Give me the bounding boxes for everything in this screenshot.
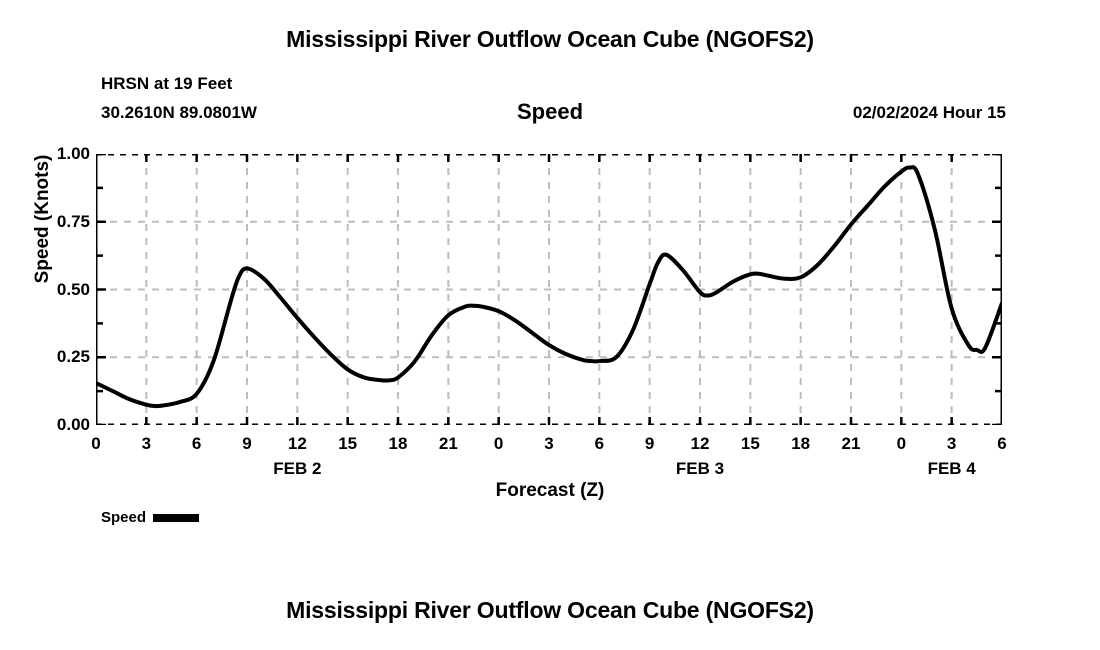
x-tick-label: 12 [287, 434, 307, 453]
y-tick-label: 0.25 [56, 347, 90, 367]
x-tick-label: 15 [740, 434, 760, 453]
x-tick-label: 0 [896, 434, 907, 453]
x-day-label: FEB 3 [675, 459, 725, 478]
x-tick-label: 21 [841, 434, 861, 453]
x-tick-label: 3 [544, 434, 554, 453]
y-tick-label: 1.00 [56, 144, 90, 163]
x-tick-label: 0 [91, 434, 101, 453]
chart-variable-title: Speed [516, 99, 584, 124]
page-title-top: Mississippi River Outflow Ocean Cube (NG… [286, 26, 814, 52]
legend-line-swatch [153, 513, 200, 522]
chart-legend: Speed [101, 509, 200, 526]
x-tick-label: 15 [338, 434, 358, 453]
x-tick-label: 3 [946, 434, 957, 453]
model-run-time-label: 02/02/2024 Hour 15 [852, 103, 1006, 122]
x-tick-label: 18 [388, 434, 408, 453]
plot-area [96, 154, 1002, 425]
legend-series-label: Speed [101, 509, 147, 526]
x-day-label: FEB 4 [927, 459, 976, 478]
x-tick-label: 9 [242, 434, 252, 453]
y-tick-label: 0.00 [56, 415, 90, 434]
station-depth-label: HRSN at 19 Feet [101, 74, 233, 93]
x-tick-label: 3 [141, 434, 152, 453]
y-tick-label: 0.50 [56, 279, 90, 299]
x-tick-label: 9 [644, 434, 655, 453]
station-coordinates-label: 30.2610N 89.0801W [101, 103, 257, 122]
x-day-label: FEB 2 [273, 459, 322, 478]
speed-line-chart [96, 154, 1002, 425]
x-axis-label: Forecast (Z) [495, 480, 605, 501]
x-tick-label: 12 [690, 434, 710, 453]
x-tick-label: 6 [997, 434, 1007, 453]
y-tick-label: 0.75 [56, 211, 90, 231]
x-tick-label: 21 [438, 434, 458, 453]
x-tick-label: 0 [493, 434, 504, 453]
page-title-bottom: Mississippi River Outflow Ocean Cube (NG… [286, 597, 814, 623]
x-tick-label: 18 [791, 434, 811, 453]
x-tick-label: 6 [594, 434, 605, 453]
x-tick-label: 6 [191, 434, 202, 453]
